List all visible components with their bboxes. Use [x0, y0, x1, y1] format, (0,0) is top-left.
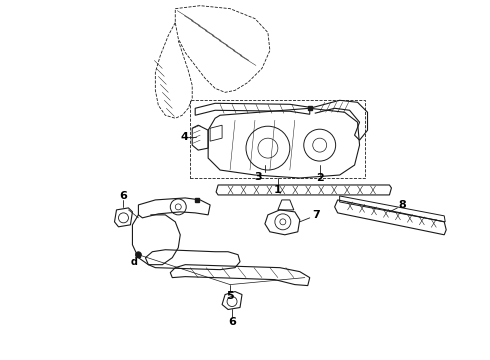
Circle shape: [135, 252, 142, 258]
Text: 5: 5: [226, 291, 234, 301]
Text: d: d: [131, 257, 138, 267]
Text: 1: 1: [274, 185, 282, 195]
Text: 3: 3: [254, 172, 262, 182]
Text: 4: 4: [180, 132, 188, 142]
Text: 6: 6: [228, 318, 236, 328]
Text: 6: 6: [120, 191, 127, 201]
Text: 2: 2: [316, 173, 323, 183]
Text: 7: 7: [312, 210, 319, 220]
Text: 8: 8: [398, 200, 406, 210]
